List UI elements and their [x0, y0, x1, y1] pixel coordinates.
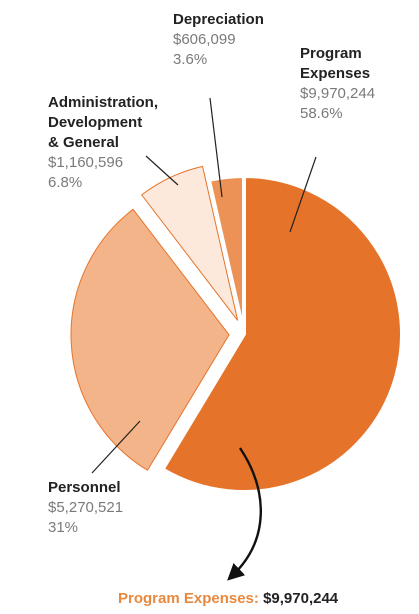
label-program-name: Program Expenses: [300, 44, 375, 84]
label-admin-name-line-3: & General: [48, 134, 119, 151]
label-program-expenses: Program Expenses $9,970,244 58.6%: [300, 44, 375, 124]
label-program-amount: $9,970,244: [300, 85, 376, 102]
footer-value: $9,970,244: [263, 590, 339, 607]
label-personnel: Personnel $5,270,521 31%: [48, 478, 123, 538]
label-admin-name-line-2: Development: [48, 114, 143, 131]
label-program-name-line-1: Program: [300, 45, 362, 62]
label-personnel-name-line: Personnel: [48, 479, 121, 496]
leader-line-admin: [145, 155, 179, 186]
label-depreciation-percent: 3.6%: [173, 51, 208, 68]
pie-slices: [70, 165, 404, 494]
label-program-name-line-2: Expenses: [300, 65, 371, 82]
callout-footer: Program Expenses: $9,970,244: [118, 590, 338, 607]
label-personnel-amount: $5,270,521: [48, 499, 124, 516]
leader-line-program: [289, 156, 317, 233]
label-admin-name: Administration, Development & General: [48, 93, 158, 153]
label-depreciation-name: Depreciation: [173, 10, 264, 30]
leader-line-depreciation: [209, 97, 223, 198]
pie-slice-program-expenses: [159, 173, 404, 494]
label-personnel-percent: 31%: [48, 519, 79, 536]
pie-slice-depreciation: [206, 173, 246, 335]
label-administration: Administration, Development & General $1…: [48, 93, 158, 193]
label-personnel-name: Personnel: [48, 478, 123, 498]
label-depreciation: Depreciation $606,099 3.6%: [173, 10, 264, 70]
label-admin-amount: $1,160,596: [48, 154, 124, 171]
footer-label: Program Expenses:: [118, 590, 259, 607]
label-admin-name-line-1: Administration,: [48, 94, 159, 111]
label-depreciation-amount: $606,099: [173, 31, 236, 48]
pie-slice-personnel: [70, 208, 230, 471]
label-depreciation-name-line: Depreciation: [173, 11, 264, 28]
label-program-percent: 58.6%: [300, 105, 343, 122]
leader-lines: [91, 97, 317, 474]
pie-slice-administration-development-general: [140, 165, 239, 321]
label-admin-percent: 6.8%: [48, 174, 83, 191]
callout-arrow: [227, 447, 262, 581]
leader-line-personnel: [91, 420, 141, 474]
